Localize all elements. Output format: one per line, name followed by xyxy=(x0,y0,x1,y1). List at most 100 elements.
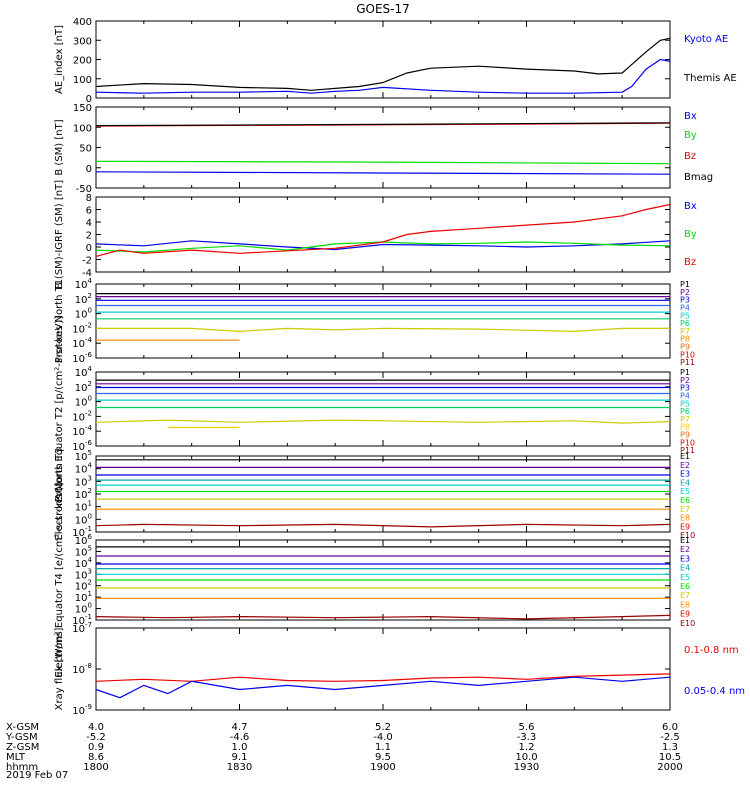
footer-value: 10.5 xyxy=(659,752,681,763)
footer-value: 1900 xyxy=(370,762,395,773)
legend-label: E2 xyxy=(680,461,690,470)
panel-frame xyxy=(95,283,671,359)
y-axis-label: B (SM) [nT] xyxy=(54,119,65,175)
footer-value: 6.0 xyxy=(662,722,678,733)
footer-value: 5.6 xyxy=(519,722,535,733)
legend-label: P7 xyxy=(680,327,690,336)
legend-label: P6 xyxy=(680,407,690,416)
legend-label: P3 xyxy=(680,296,690,305)
footer-value: 1830 xyxy=(227,762,252,773)
legend-label: P7 xyxy=(680,415,690,424)
legend-label: E4 xyxy=(680,478,690,487)
series-line xyxy=(96,327,670,333)
y-tick-label: 102 xyxy=(75,380,92,394)
legend-label: P4 xyxy=(680,303,690,312)
footer-value: 1930 xyxy=(514,762,539,773)
y-tick-label: 10-2 xyxy=(72,321,92,335)
footer-value: -2.5 xyxy=(660,732,680,743)
series-line xyxy=(95,614,671,620)
series-line xyxy=(95,171,671,175)
footer-value: 9.5 xyxy=(375,752,391,763)
legend-label: 0.05-0.4 nm xyxy=(684,686,745,697)
footer-value: 0.9 xyxy=(88,742,104,753)
legend-label: P5 xyxy=(680,311,690,320)
legend-label: P8 xyxy=(680,423,690,432)
legend-label: Bx xyxy=(684,111,697,122)
footer-value: -4.6 xyxy=(230,732,250,743)
y-tick-label: 10-4 xyxy=(72,336,92,350)
footer-value: 9.1 xyxy=(232,752,248,763)
legend-label: E7 xyxy=(680,505,690,514)
legend-label: P5 xyxy=(680,399,690,408)
legend-label: E7 xyxy=(680,591,690,600)
series-line xyxy=(95,122,671,127)
footer-date: 2019 Feb 07 xyxy=(6,770,68,781)
footer-row-label: hhmm xyxy=(6,762,38,773)
legend-label: Bx xyxy=(684,201,697,212)
panel-frame xyxy=(95,371,671,447)
y-tick-label: 8 xyxy=(86,193,92,204)
footer-value: -4.0 xyxy=(373,732,393,743)
y-tick-label: 10-7 xyxy=(72,621,92,635)
legend-label: Themis AE xyxy=(683,73,737,84)
legend-label: P9 xyxy=(680,343,690,352)
y-tick-label: 10-8 xyxy=(72,662,92,676)
legend-label: P10 xyxy=(680,350,695,359)
legend-label: E5 xyxy=(680,573,690,582)
legend-label: E9 xyxy=(680,522,690,531)
y-tick-label: 0 xyxy=(86,243,92,254)
footer-row-label: MLT xyxy=(6,752,26,763)
y-tick-label: 50 xyxy=(79,144,92,155)
panel-frame xyxy=(95,20,671,99)
y-axis-label: Xray flux [W/m²] xyxy=(54,628,65,711)
legend-label: P2 xyxy=(680,376,690,385)
legend-label: E6 xyxy=(680,582,690,591)
legend-label: P10 xyxy=(680,438,695,447)
y-tick-label: 10-2 xyxy=(72,409,92,423)
y-tick-label: 0 xyxy=(86,164,92,175)
legend-label: P3 xyxy=(680,384,690,393)
legend-label: P4 xyxy=(680,391,690,400)
footer-value: -5.2 xyxy=(86,732,106,743)
y-tick-label: 0 xyxy=(86,94,92,105)
legend-label: Bz xyxy=(684,257,696,268)
legend-label: E8 xyxy=(680,600,690,609)
panel-frame xyxy=(95,106,671,189)
footer-value: 1.3 xyxy=(662,742,678,753)
legend-label: E10 xyxy=(680,531,695,540)
y-tick-label: 104 xyxy=(75,365,93,379)
series-line xyxy=(95,419,671,424)
y-axis-label: Electrons North T3 xyxy=(54,447,65,540)
footer-value: 4.7 xyxy=(232,722,248,733)
panel-frame xyxy=(95,627,671,711)
series-line xyxy=(95,523,671,528)
legend-label: P11 xyxy=(680,358,695,367)
series-line xyxy=(95,58,671,94)
footer-value: 1800 xyxy=(83,762,108,773)
legend-label: 0.1-0.8 nm xyxy=(684,645,739,656)
panel-frame xyxy=(95,196,671,273)
footer-value: 4.0 xyxy=(88,722,104,733)
y-tick-label: -50 xyxy=(76,184,92,195)
footer-value: 1.2 xyxy=(519,742,535,753)
y-tick-label: 150 xyxy=(73,103,92,114)
legend-label: E10 xyxy=(680,619,695,628)
y-tick-label: 6 xyxy=(86,206,92,217)
legend-label: E6 xyxy=(680,496,690,505)
y-tick-label: 100 xyxy=(73,123,92,134)
y-axis-label: Protons Equator T2 [p/(cm²-s-sr-keV)] xyxy=(54,316,65,503)
legend-label: Bz xyxy=(684,151,696,162)
y-tick-label: 400 xyxy=(73,17,92,28)
legend-label: P9 xyxy=(680,431,690,440)
series-line xyxy=(95,160,671,165)
legend-label: By xyxy=(684,229,697,240)
legend-label: P1 xyxy=(680,368,690,377)
series-line xyxy=(95,37,671,91)
y-tick-label: 200 xyxy=(73,56,92,67)
footer-value: 5.2 xyxy=(375,722,391,733)
legend-label: Bmag xyxy=(684,172,713,183)
legend-label: E9 xyxy=(680,610,690,619)
y-tick-label: 100 xyxy=(73,75,92,86)
